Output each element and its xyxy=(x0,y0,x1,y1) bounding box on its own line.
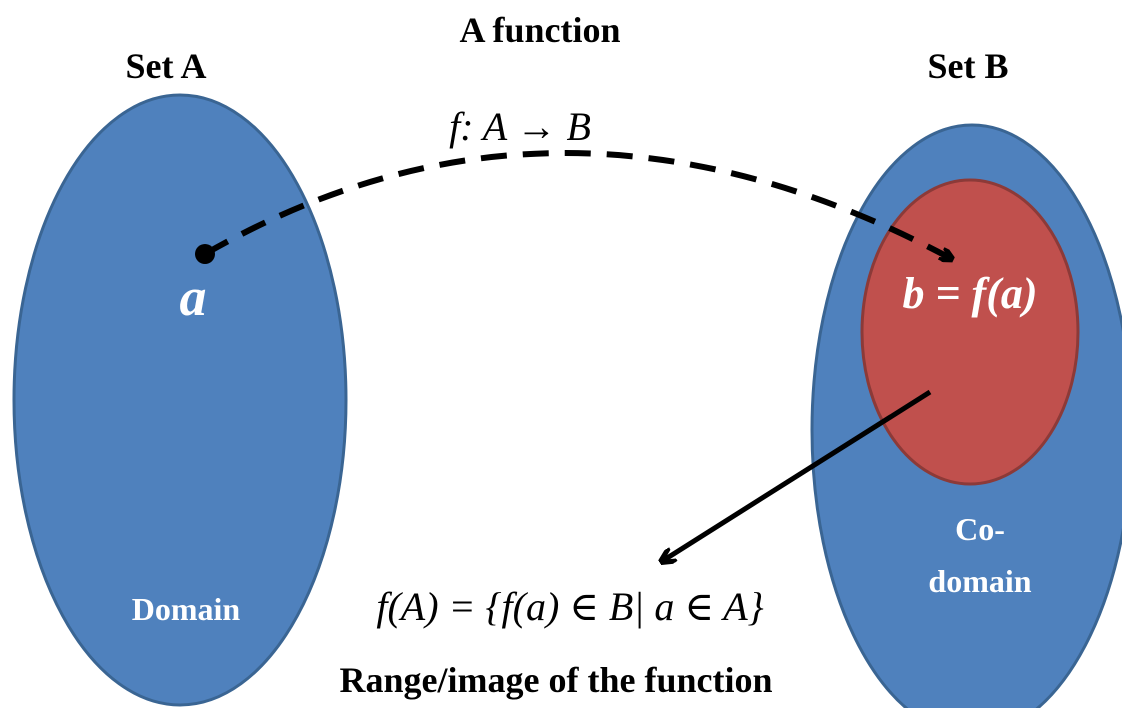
domain-label: Domain xyxy=(132,591,241,627)
element-b-label: b = f(a) xyxy=(902,269,1037,318)
set-a-title: Set A xyxy=(126,46,207,86)
image-formula: f(A) = {f(a) ∈ B| a ∈ A} xyxy=(376,584,763,629)
range-caption: Range/image of the function xyxy=(340,660,773,700)
element-a-point xyxy=(195,244,215,264)
range-arrow xyxy=(664,389,932,560)
codomain-label-line2: domain xyxy=(928,563,1031,599)
codomain-label-line1: Co- xyxy=(955,511,1005,547)
mapping-notation: f: A → B xyxy=(449,104,591,149)
set-a-ellipse xyxy=(12,93,348,707)
range-ellipse xyxy=(860,178,1080,486)
diagram-title: A function xyxy=(459,10,620,50)
mapping-arrow xyxy=(203,150,950,258)
set-b-title: Set B xyxy=(928,46,1009,86)
element-a-label: a xyxy=(180,267,207,327)
